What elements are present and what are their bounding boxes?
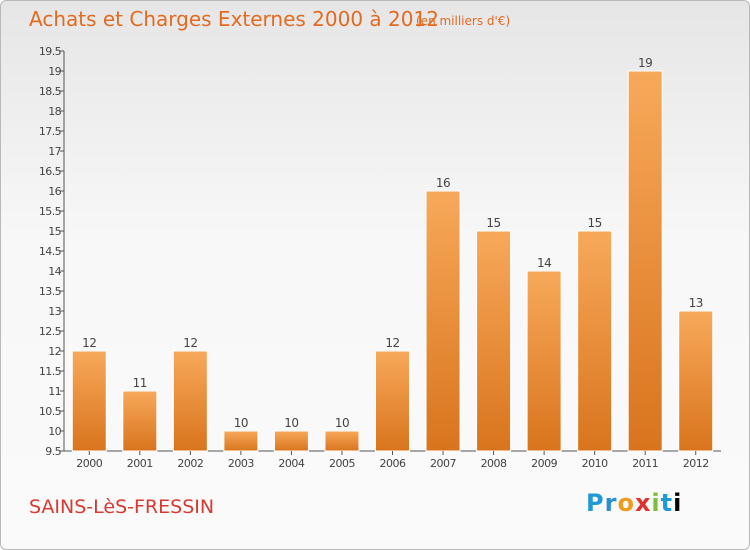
bar-2010 [577,230,613,452]
y-tick-label: 16.5 [39,165,62,178]
y-tick-label: 12 [48,345,61,358]
y-tick-label: 10 [48,425,61,438]
y-tick-label: 19.5 [39,45,62,58]
x-tick-label: 2003 [228,457,254,470]
x-tick-label: 2000 [76,457,102,470]
bar-2000 [71,350,107,452]
y-tick-label: 12.5 [39,325,62,338]
bar-2003 [223,430,259,452]
x-tick-label: 2006 [380,457,406,470]
y-tick-label: 11.5 [39,365,62,378]
y-tick-label: 9.5 [45,445,61,458]
bar-value-label: 12 [183,336,197,350]
y-tick-label: 18.5 [39,85,62,98]
bar-value-label: 12 [385,336,399,350]
bar-value-label: 19 [638,56,652,70]
bar-2008 [476,230,512,452]
y-tick-label: 14 [48,265,61,278]
x-tick-label: 2007 [430,457,456,470]
bar-value-label: 11 [133,376,147,390]
bar-2012 [678,310,714,452]
bar-value-label: 14 [537,256,551,270]
y-tick-label: 14.5 [39,245,62,258]
y-tick-label: 13 [48,305,61,318]
y-tick-label: 19 [48,65,61,78]
x-tick-label: 2005 [329,457,355,470]
x-tick-label: 2012 [683,457,709,470]
bar-2004 [273,430,309,452]
bar-value-label: 10 [284,416,298,430]
bar-2001 [122,390,158,452]
bar-value-label: 12 [82,336,96,350]
y-tick-label: 16 [48,185,61,198]
y-tick-label: 17.5 [39,125,62,138]
y-tick-label: 13.5 [39,285,62,298]
bar-2002 [172,350,208,452]
bar-value-label: 15 [588,216,602,230]
chart-unit: (en milliers d'€) [416,14,511,28]
bar-2006 [375,350,410,452]
commune-name: SAINS-LèS-FRESSIN [29,496,215,518]
bar-2007 [425,190,461,452]
x-tick-label: 2008 [481,457,507,470]
x-tick-label: 2010 [582,457,608,470]
y-tick-label: 15 [48,225,61,238]
proxiti-logo: Proxiti [586,489,683,517]
x-tick-label: 2001 [127,457,153,470]
bar-2009 [526,270,562,452]
bar-value-label: 16 [436,176,450,190]
y-tick-label: 10.5 [39,405,62,418]
chart-title: Achats et Charges Externes 2000 à 2012 [29,7,439,31]
y-tick-label: 17 [48,145,61,158]
x-tick-label: 2009 [531,457,557,470]
x-tick-label: 2011 [632,457,658,470]
bar-2005 [324,430,360,452]
bar-2011 [627,70,663,452]
y-tick-label: 18 [48,105,61,118]
x-tick-label: 2004 [278,457,304,470]
bar-value-label: 10 [335,416,349,430]
bar-value-label: 13 [689,296,703,310]
x-tick-label: 2002 [177,457,203,470]
y-tick-label: 15.5 [39,205,62,218]
y-tick-label: 11 [48,385,61,398]
bar-value-label: 10 [234,416,248,430]
bar-value-label: 15 [486,216,500,230]
